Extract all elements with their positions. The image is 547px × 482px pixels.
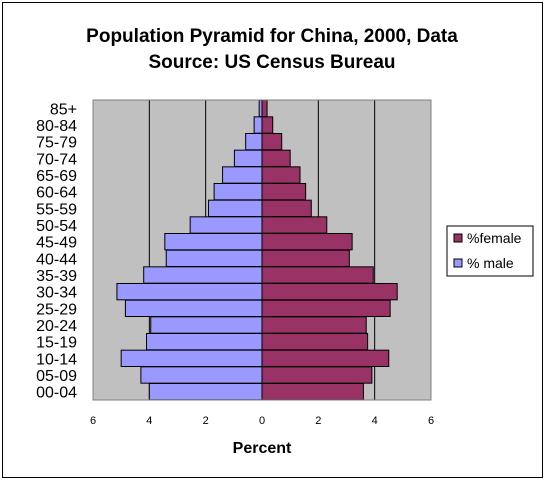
bar-female-35-39 (261, 266, 374, 284)
bar-female-25-29 (261, 299, 391, 317)
category-labels: 00-0405-0910-1415-1920-2425-2930-3435-39… (36, 101, 77, 401)
x-tick-label: 2 (203, 415, 209, 427)
bar-female-00-04 (261, 383, 364, 401)
bar-female-55-59 (261, 199, 312, 218)
category-label: 65-69 (36, 168, 77, 185)
x-tick-labels: 6 4 2 0 2 4 6 (90, 415, 434, 427)
legend-label-male: % male (467, 255, 514, 271)
bar-male-20-24 (150, 316, 263, 334)
category-label: 45-49 (36, 235, 77, 252)
bar-male-60-64 (213, 183, 263, 201)
bar-female-70-74 (261, 149, 291, 168)
bar-male-75-79 (245, 133, 263, 151)
bar-female-30-34 (261, 283, 398, 301)
legend-swatch-female (453, 233, 463, 243)
bar-male-65-69 (222, 166, 263, 184)
bar-female-10-14 (261, 349, 390, 367)
bar-female-45-49 (261, 233, 353, 251)
category-label: 70-74 (36, 151, 77, 168)
category-label: 85+ (50, 101, 77, 118)
bar-male-50-54 (189, 216, 263, 234)
x-tick-label: 0 (259, 415, 265, 427)
category-label: 00-04 (36, 385, 77, 402)
category-label: 50-54 (36, 218, 77, 235)
x-tick-label: 4 (372, 415, 378, 427)
legend-label-female: %female (467, 230, 522, 246)
bar-female-40-44 (261, 249, 350, 268)
category-label: 30-34 (36, 285, 77, 302)
category-label: 60-64 (36, 185, 77, 202)
legend: %female % male (446, 225, 534, 277)
bar-female-15-19 (261, 333, 369, 351)
category-label: 35-39 (36, 268, 77, 285)
bar-male-30-34 (116, 283, 263, 301)
x-tick-label: 2 (315, 415, 321, 427)
legend-swatch-male (453, 258, 463, 268)
category-label: 05-09 (36, 368, 77, 385)
x-axis-title: Percent (233, 440, 292, 457)
bar-female-75-79 (261, 133, 283, 151)
category-label: 10-14 (36, 351, 77, 368)
bar-male-85+ (258, 99, 263, 117)
bar-male-45-49 (164, 233, 263, 251)
bar-male-25-29 (124, 299, 263, 317)
bar-female-20-24 (261, 316, 367, 334)
x-tick-label: 6 (428, 415, 434, 427)
bar-male-40-44 (165, 249, 263, 268)
bar-male-10-14 (120, 349, 263, 367)
x-tick-label: 4 (146, 415, 152, 427)
bar-male-70-74 (233, 149, 263, 168)
category-label: 55-59 (36, 201, 77, 218)
bars (92, 99, 432, 401)
category-label: 75-79 (36, 135, 77, 152)
bar-female-85+ (261, 99, 268, 117)
bar-male-00-04 (148, 383, 263, 401)
bar-male-80-84 (253, 116, 263, 134)
category-label: 25-29 (36, 301, 77, 318)
category-label: 40-44 (36, 251, 77, 268)
x-tick-label: 6 (90, 415, 96, 427)
category-label: 20-24 (36, 318, 77, 335)
chart-title-line-2: Source: US Census Bureau (148, 52, 395, 73)
bar-female-80-84 (261, 116, 274, 134)
bar-male-05-09 (140, 366, 263, 384)
bar-female-05-09 (261, 366, 373, 384)
category-label: 15-19 (36, 335, 77, 352)
bar-male-15-19 (146, 333, 263, 351)
chart-title-line-1: Population Pyramid for China, 2000, Data (86, 26, 458, 47)
bar-female-60-64 (261, 183, 307, 201)
plot-border (92, 99, 432, 401)
bar-female-50-54 (261, 216, 328, 234)
bar-male-55-59 (207, 199, 263, 218)
bar-female-65-69 (261, 166, 301, 184)
category-label: 80-84 (36, 118, 77, 135)
bar-male-35-39 (143, 266, 263, 284)
